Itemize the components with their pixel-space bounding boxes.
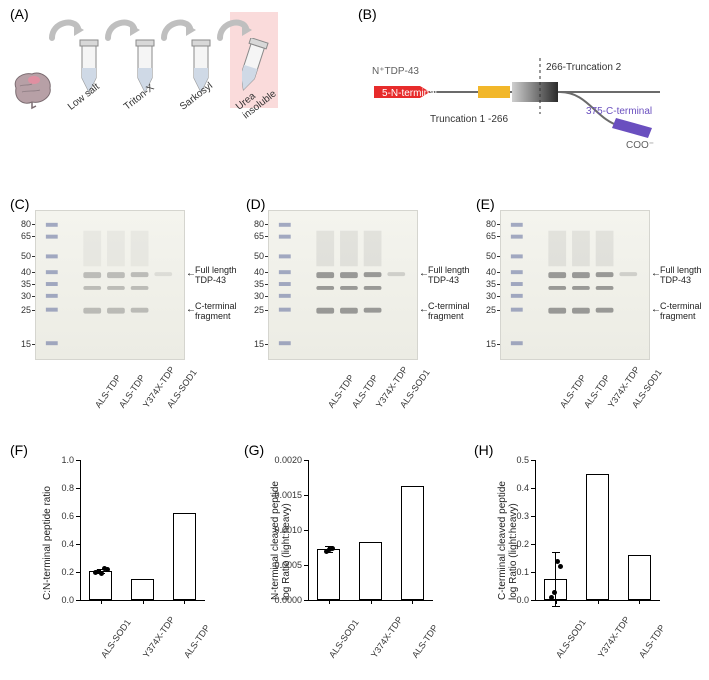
panel-label-c: (C): [10, 196, 29, 212]
chart-g: 0.00000.00050.00100.00150.0020N-terminal…: [258, 450, 463, 680]
blot-bands: [36, 211, 184, 359]
mw-marker-label: 65: [244, 231, 264, 241]
category-label: ALS-SOD1: [99, 618, 133, 660]
annotation-cterm: C-terminal fragment: [195, 302, 237, 322]
fractionation-step: Sarkosyl: [178, 30, 226, 140]
fractionation-step: Urea insoluble: [234, 30, 282, 140]
panel-a: Low saltTriton-XSarkosylUrea insoluble: [10, 30, 320, 180]
mw-marker-label: 80: [11, 219, 31, 229]
blot-bands: [501, 211, 649, 359]
data-point: [105, 567, 110, 572]
arrow-icon: ←: [419, 304, 429, 315]
fractionation-step: Low salt: [66, 30, 114, 140]
annotation-cterm: C-terminal fragment: [428, 302, 470, 322]
brain-icon: [10, 70, 54, 110]
y-axis: [80, 460, 81, 600]
svg-text:5-N-terminal: 5-N-terminal: [382, 88, 437, 99]
data-point: [558, 564, 563, 569]
y-axis-title: C-terminal cleaved peptide log Ratio (li…: [497, 481, 519, 600]
mw-marker-label: 30: [476, 291, 496, 301]
mw-marker-label: 35: [244, 279, 264, 289]
category-label: Y374X-TDP: [369, 615, 405, 660]
membrane: [268, 210, 418, 360]
category-label: Y374X-TDP: [141, 615, 177, 660]
bar: [401, 486, 424, 600]
mw-marker-label: 15: [11, 339, 31, 349]
arrow-icon: ←: [186, 304, 196, 315]
arrow-icon: ←: [186, 268, 196, 279]
annotation-full-length: Full length TDP-43: [428, 266, 470, 286]
mw-marker-label: 50: [11, 251, 31, 261]
annotation-full-length: Full length TDP-43: [195, 266, 237, 286]
annotation-full-length: Full length TDP-43: [660, 266, 702, 286]
tdp43-schematic: N⁺TDP-43 5-N-terminal 266-Truncation 2 T…: [360, 30, 690, 170]
mw-marker-label: 50: [244, 251, 264, 261]
mw-marker-label: 65: [476, 231, 496, 241]
category-label: ALS-TDP: [410, 623, 440, 660]
mw-marker-label: 35: [11, 279, 31, 289]
bar: [317, 549, 340, 600]
mw-marker-label: 15: [244, 339, 264, 349]
mw-marker-label: 40: [244, 267, 264, 277]
mw-marker-label: 25: [244, 305, 264, 315]
membrane: [35, 210, 185, 360]
ytick-label: 1.0: [38, 455, 74, 465]
mw-marker-label: 35: [476, 279, 496, 289]
category-label: ALS-TDP: [182, 623, 212, 660]
svg-text:Truncation 1 -266: Truncation 1 -266: [430, 114, 508, 125]
panel-label-b: (B): [358, 6, 377, 22]
y-axis: [308, 460, 309, 600]
bar: [131, 579, 154, 600]
mw-marker-label: 65: [11, 231, 31, 241]
panel-label-f: (F): [10, 442, 28, 458]
y-axis-title: N-terminal cleaved peptide log Ratio (li…: [270, 481, 292, 600]
arrow-icon: ←: [651, 304, 661, 315]
chart-h: 0.00.10.20.30.40.5C-terminal cleaved pep…: [485, 450, 690, 680]
panel-label-a: (A): [10, 6, 29, 22]
mw-marker-label: 25: [476, 305, 496, 315]
ytick-label: 0.0020: [266, 455, 302, 465]
svg-text:N⁺TDP-43: N⁺TDP-43: [372, 66, 419, 77]
annotation-cterm: C-terminal fragment: [660, 302, 702, 322]
mw-marker-label: 30: [11, 291, 31, 301]
category-label: ALS-SOD1: [327, 618, 361, 660]
figure-root: (A) (B) (C) (D) (E) (F) (G) (H) Low salt…: [0, 0, 709, 680]
mw-marker-label: 80: [476, 219, 496, 229]
mw-marker-label: 80: [244, 219, 264, 229]
y-axis: [535, 460, 536, 600]
svg-text:375-C-terminal: 375-C-terminal: [586, 106, 652, 117]
mw-marker-label: 15: [476, 339, 496, 349]
mw-marker-label: 50: [476, 251, 496, 261]
y-axis-title: C:N-terminal peptide ratio: [42, 486, 53, 600]
arrow-icon: ←: [651, 268, 661, 279]
bar: [586, 474, 609, 600]
chart-f: 0.00.20.40.60.81.0C:N-terminal peptide r…: [30, 450, 235, 680]
mw-marker-label: 40: [476, 267, 496, 277]
bar: [173, 513, 196, 600]
panel-b: N⁺TDP-43 5-N-terminal 266-Truncation 2 T…: [360, 30, 690, 180]
fractionation-step: Triton-X: [122, 30, 170, 140]
arrow-icon: ←: [419, 268, 429, 279]
blot-c: 8065504035302515ALS-TDPALS-TDPY374X-TDPA…: [35, 210, 255, 430]
category-label: Y374X-TDP: [596, 615, 632, 660]
bar: [628, 555, 651, 600]
mw-marker-label: 30: [244, 291, 264, 301]
category-label: ALS-SOD1: [554, 618, 588, 660]
blot-d: 8065504035302515ALS-TDPALS-TDPY374X-TDPA…: [268, 210, 488, 430]
ytick-label: 0.5: [493, 455, 529, 465]
blot-bands: [269, 211, 417, 359]
mw-marker-label: 25: [11, 305, 31, 315]
membrane: [500, 210, 650, 360]
category-label: ALS-TDP: [637, 623, 667, 660]
bar: [359, 542, 382, 600]
mw-marker-label: 40: [11, 267, 31, 277]
svg-text:COO⁻: COO⁻: [626, 140, 654, 151]
svg-text:266-Truncation 2: 266-Truncation 2: [546, 62, 622, 73]
blot-e: 8065504035302515ALS-TDPALS-TDPY374X-TDPA…: [500, 210, 709, 430]
